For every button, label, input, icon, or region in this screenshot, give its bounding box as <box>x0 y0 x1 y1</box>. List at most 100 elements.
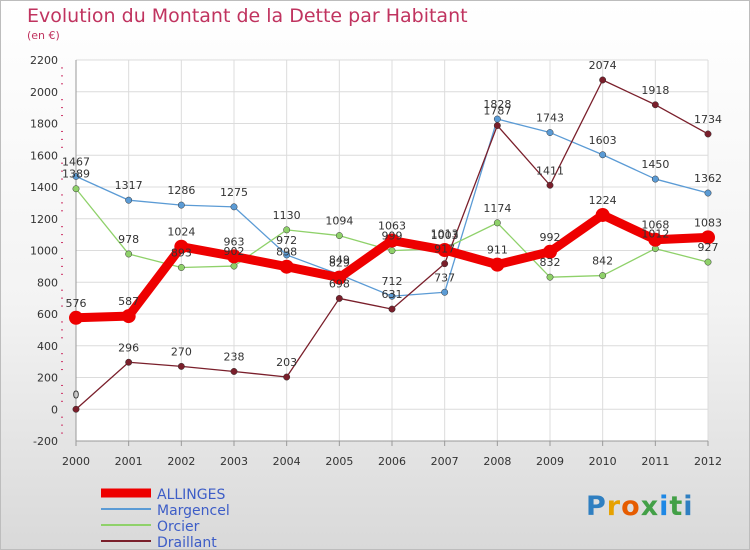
data-label-margencel: 972 <box>276 234 297 247</box>
x-tick-label: 2005 <box>325 455 353 468</box>
data-label-orcier: 1389 <box>62 168 90 181</box>
data-label-draillant: 698 <box>329 277 350 290</box>
data-point-allinges <box>227 249 241 264</box>
data-label-allinges: 1224 <box>589 194 617 207</box>
x-tick-label: 2006 <box>378 455 406 468</box>
y-tick-label: 0 <box>51 403 58 416</box>
data-label-margencel: 1450 <box>641 158 669 171</box>
data-point-allinges <box>69 310 83 325</box>
data-point-margencel <box>177 201 185 209</box>
data-point-orcier <box>283 226 291 234</box>
x-tick-label: 2012 <box>694 455 722 468</box>
y-tick-label: 2200 <box>30 54 58 67</box>
data-label-orcier: 902 <box>224 245 245 258</box>
data-point-allinges <box>543 244 557 259</box>
data-label-margencel: 1603 <box>589 134 617 147</box>
data-point-draillant <box>335 294 343 302</box>
data-point-allinges <box>121 309 136 324</box>
data-label-draillant: 1787 <box>483 105 511 118</box>
data-point-draillant <box>283 373 291 381</box>
data-point-margencel <box>388 292 396 300</box>
data-label-orcier: 842 <box>592 255 613 268</box>
data-label-margencel: 712 <box>382 275 403 288</box>
data-label-allinges: 1063 <box>378 219 406 232</box>
chart-subtitle: (en €) <box>27 29 60 42</box>
data-point-allinges <box>279 259 294 274</box>
data-label-margencel: 1362 <box>694 172 722 185</box>
data-point-margencel <box>704 189 712 197</box>
data-point-orcier <box>230 262 238 270</box>
data-point-margencel <box>599 151 607 159</box>
data-label-margencel: 1467 <box>62 155 90 168</box>
data-point-allinges <box>437 243 452 258</box>
data-point-draillant <box>493 122 501 130</box>
data-point-allinges <box>595 207 610 222</box>
data-point-draillant <box>704 130 712 138</box>
data-point-margencel <box>546 129 554 136</box>
data-label-draillant: 631 <box>382 288 403 301</box>
y-tick-label: 1000 <box>30 245 58 258</box>
data-label-draillant: 1734 <box>694 113 722 126</box>
data-point-orcier <box>72 185 80 193</box>
data-point-allinges <box>385 233 399 248</box>
legend-label-allinges: ALLINGES <box>157 487 225 503</box>
data-point-orcier <box>704 258 712 266</box>
data-point-margencel <box>125 196 133 204</box>
x-tick-label: 2010 <box>589 455 617 468</box>
data-label-orcier: 927 <box>698 241 719 254</box>
legend-label-draillant: Draillant <box>157 535 217 549</box>
data-label-allinges: 911 <box>487 244 508 257</box>
data-point-draillant <box>125 358 133 366</box>
data-point-margencel <box>651 175 659 183</box>
y-tick-label: 600 <box>37 308 58 321</box>
data-point-draillant <box>230 368 238 375</box>
data-point-draillant <box>441 260 449 268</box>
data-label-margencel: 849 <box>329 253 350 266</box>
x-tick-label: 2008 <box>483 455 511 468</box>
x-tick-label: 2002 <box>167 455 195 468</box>
data-label-margencel: 1286 <box>167 184 195 197</box>
y-tick-label: 1200 <box>30 213 58 226</box>
y-tick-label: 1600 <box>30 149 58 162</box>
legend-label-orcier: Orcier <box>157 519 200 535</box>
data-label-margencel: 737 <box>434 271 455 284</box>
data-label-draillant: 1918 <box>641 84 669 97</box>
data-point-orcier <box>335 232 343 240</box>
data-point-orcier <box>493 219 501 227</box>
data-label-orcier: 999 <box>382 230 403 243</box>
data-label-orcier: 978 <box>118 233 139 246</box>
x-tick-label: 2000 <box>62 455 90 468</box>
y-tick-label: 1400 <box>30 181 58 194</box>
data-label-orcier: 893 <box>171 246 192 259</box>
data-label-allinges: 1083 <box>694 216 722 229</box>
y-tick-label: 2000 <box>30 86 58 99</box>
data-point-margencel <box>441 288 449 296</box>
x-tick-label: 2009 <box>536 455 564 468</box>
y-tick-label: 1800 <box>30 118 58 131</box>
data-label-orcier: 1012 <box>641 228 669 241</box>
x-tick-label: 2011 <box>641 455 669 468</box>
data-point-draillant <box>388 305 396 313</box>
data-label-allinges: 992 <box>540 231 561 244</box>
data-label-allinges: 1068 <box>641 219 669 232</box>
data-label-draillant: 238 <box>224 350 245 363</box>
y-tick-label: 400 <box>37 340 58 353</box>
data-point-draillant <box>546 181 554 189</box>
legend-label-margencel: Margencel <box>157 503 230 519</box>
data-label-margencel: 1828 <box>483 98 511 111</box>
data-point-draillant <box>72 405 80 413</box>
data-label-margencel: 1317 <box>115 179 143 192</box>
data-label-draillant: 0 <box>73 388 80 401</box>
x-tick-label: 2004 <box>273 455 301 468</box>
data-point-orcier <box>388 247 396 255</box>
data-label-draillant: 203 <box>276 356 297 369</box>
x-tick-label: 2003 <box>220 455 248 468</box>
data-point-margencel <box>283 251 291 259</box>
data-label-allinges: 576 <box>66 297 87 310</box>
data-point-allinges <box>332 270 347 285</box>
data-label-allinges: 587 <box>118 295 139 308</box>
data-label-draillant: 917 <box>434 243 455 256</box>
y-tick-label: 800 <box>37 276 58 289</box>
data-label-draillant: 2074 <box>589 59 617 72</box>
